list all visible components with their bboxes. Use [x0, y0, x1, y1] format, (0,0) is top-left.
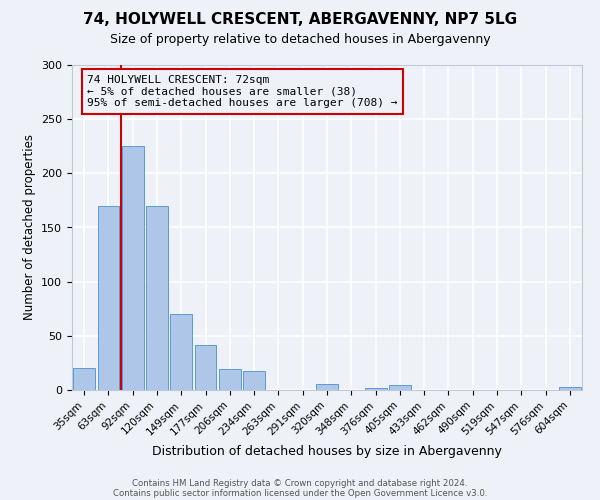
Bar [146, 206, 168, 390]
Bar [389, 384, 411, 390]
Bar [97, 206, 119, 390]
Y-axis label: Number of detached properties: Number of detached properties [23, 134, 35, 320]
Bar [243, 370, 265, 390]
Bar [219, 370, 241, 390]
X-axis label: Distribution of detached houses by size in Abergavenny: Distribution of detached houses by size … [152, 445, 502, 458]
Bar [170, 314, 192, 390]
Text: Contains public sector information licensed under the Open Government Licence v3: Contains public sector information licen… [113, 488, 487, 498]
Text: 74 HOLYWELL CRESCENT: 72sqm
← 5% of detached houses are smaller (38)
95% of semi: 74 HOLYWELL CRESCENT: 72sqm ← 5% of deta… [88, 74, 398, 108]
Bar [73, 368, 95, 390]
Bar [365, 388, 386, 390]
Bar [194, 344, 217, 390]
Bar [316, 384, 338, 390]
Text: Size of property relative to detached houses in Abergavenny: Size of property relative to detached ho… [110, 32, 490, 46]
Text: Contains HM Land Registry data © Crown copyright and database right 2024.: Contains HM Land Registry data © Crown c… [132, 478, 468, 488]
Bar [122, 146, 143, 390]
Text: 74, HOLYWELL CRESCENT, ABERGAVENNY, NP7 5LG: 74, HOLYWELL CRESCENT, ABERGAVENNY, NP7 … [83, 12, 517, 28]
Bar [559, 387, 581, 390]
